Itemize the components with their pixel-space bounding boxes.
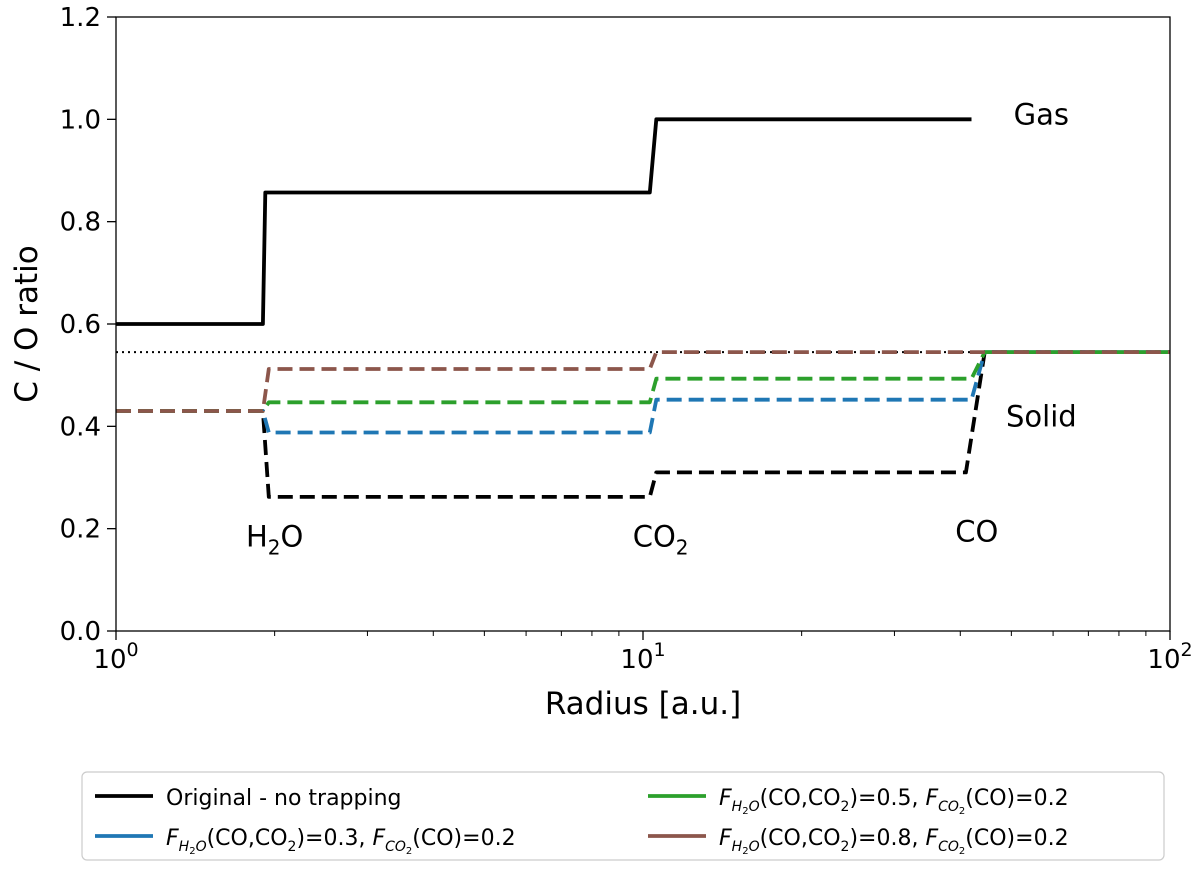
legend-entry-2: FH2O(CO,CO2)=0.3, FCO2(CO)=0.2 [166,826,516,857]
annotation-solid: Solid [1006,399,1077,433]
x-axis: 100 101 102 [93,631,1193,675]
y-axis: 0.0 0.2 0.4 0.6 0.8 1.0 1.2 [60,3,116,647]
series-line-0 [116,117,972,326]
legend-entry-1: FH2O(CO,CO2)=0.5, FCO2(CO)=0.2 [719,786,1069,817]
legend-entry-0: Original - no trapping [166,786,402,811]
y-tick-label: 0.2 [60,515,101,545]
y-tick-label: 0.8 [60,208,101,238]
x-tick-label: 100 [93,639,138,675]
x-tick-label: 101 [620,639,665,675]
y-tick-label: 0.4 [60,412,101,442]
x-tick-label: 102 [1147,639,1192,675]
annotation-co2: CO2 [633,520,689,560]
series-line-3 [116,350,1170,413]
y-axis-title: C / O ratio [9,245,45,403]
y-tick-label: 0.6 [60,310,101,340]
legend-box [81,771,1165,861]
annotation-gas: Gas [1014,97,1069,131]
y-tick-label: 1.2 [60,3,101,33]
annotation-co: CO [955,514,998,548]
plot-area [116,117,1170,499]
x-axis-title: Radius [a.u.] [545,686,741,722]
legend: Original - no trapping FH2O(CO,CO2)=0.5, … [81,771,1165,861]
y-tick-label: 1.0 [60,105,101,135]
annotations: Gas Solid H2O CO2 CO [246,97,1077,559]
series-line-4 [116,350,1170,413]
annotation-h2o: H2O [246,520,303,560]
legend-entry-3: FH2O(CO,CO2)=0.8, FCO2(CO)=0.2 [719,826,1069,857]
series-line-1 [116,350,1170,499]
y-tick-label: 0.0 [60,617,101,647]
